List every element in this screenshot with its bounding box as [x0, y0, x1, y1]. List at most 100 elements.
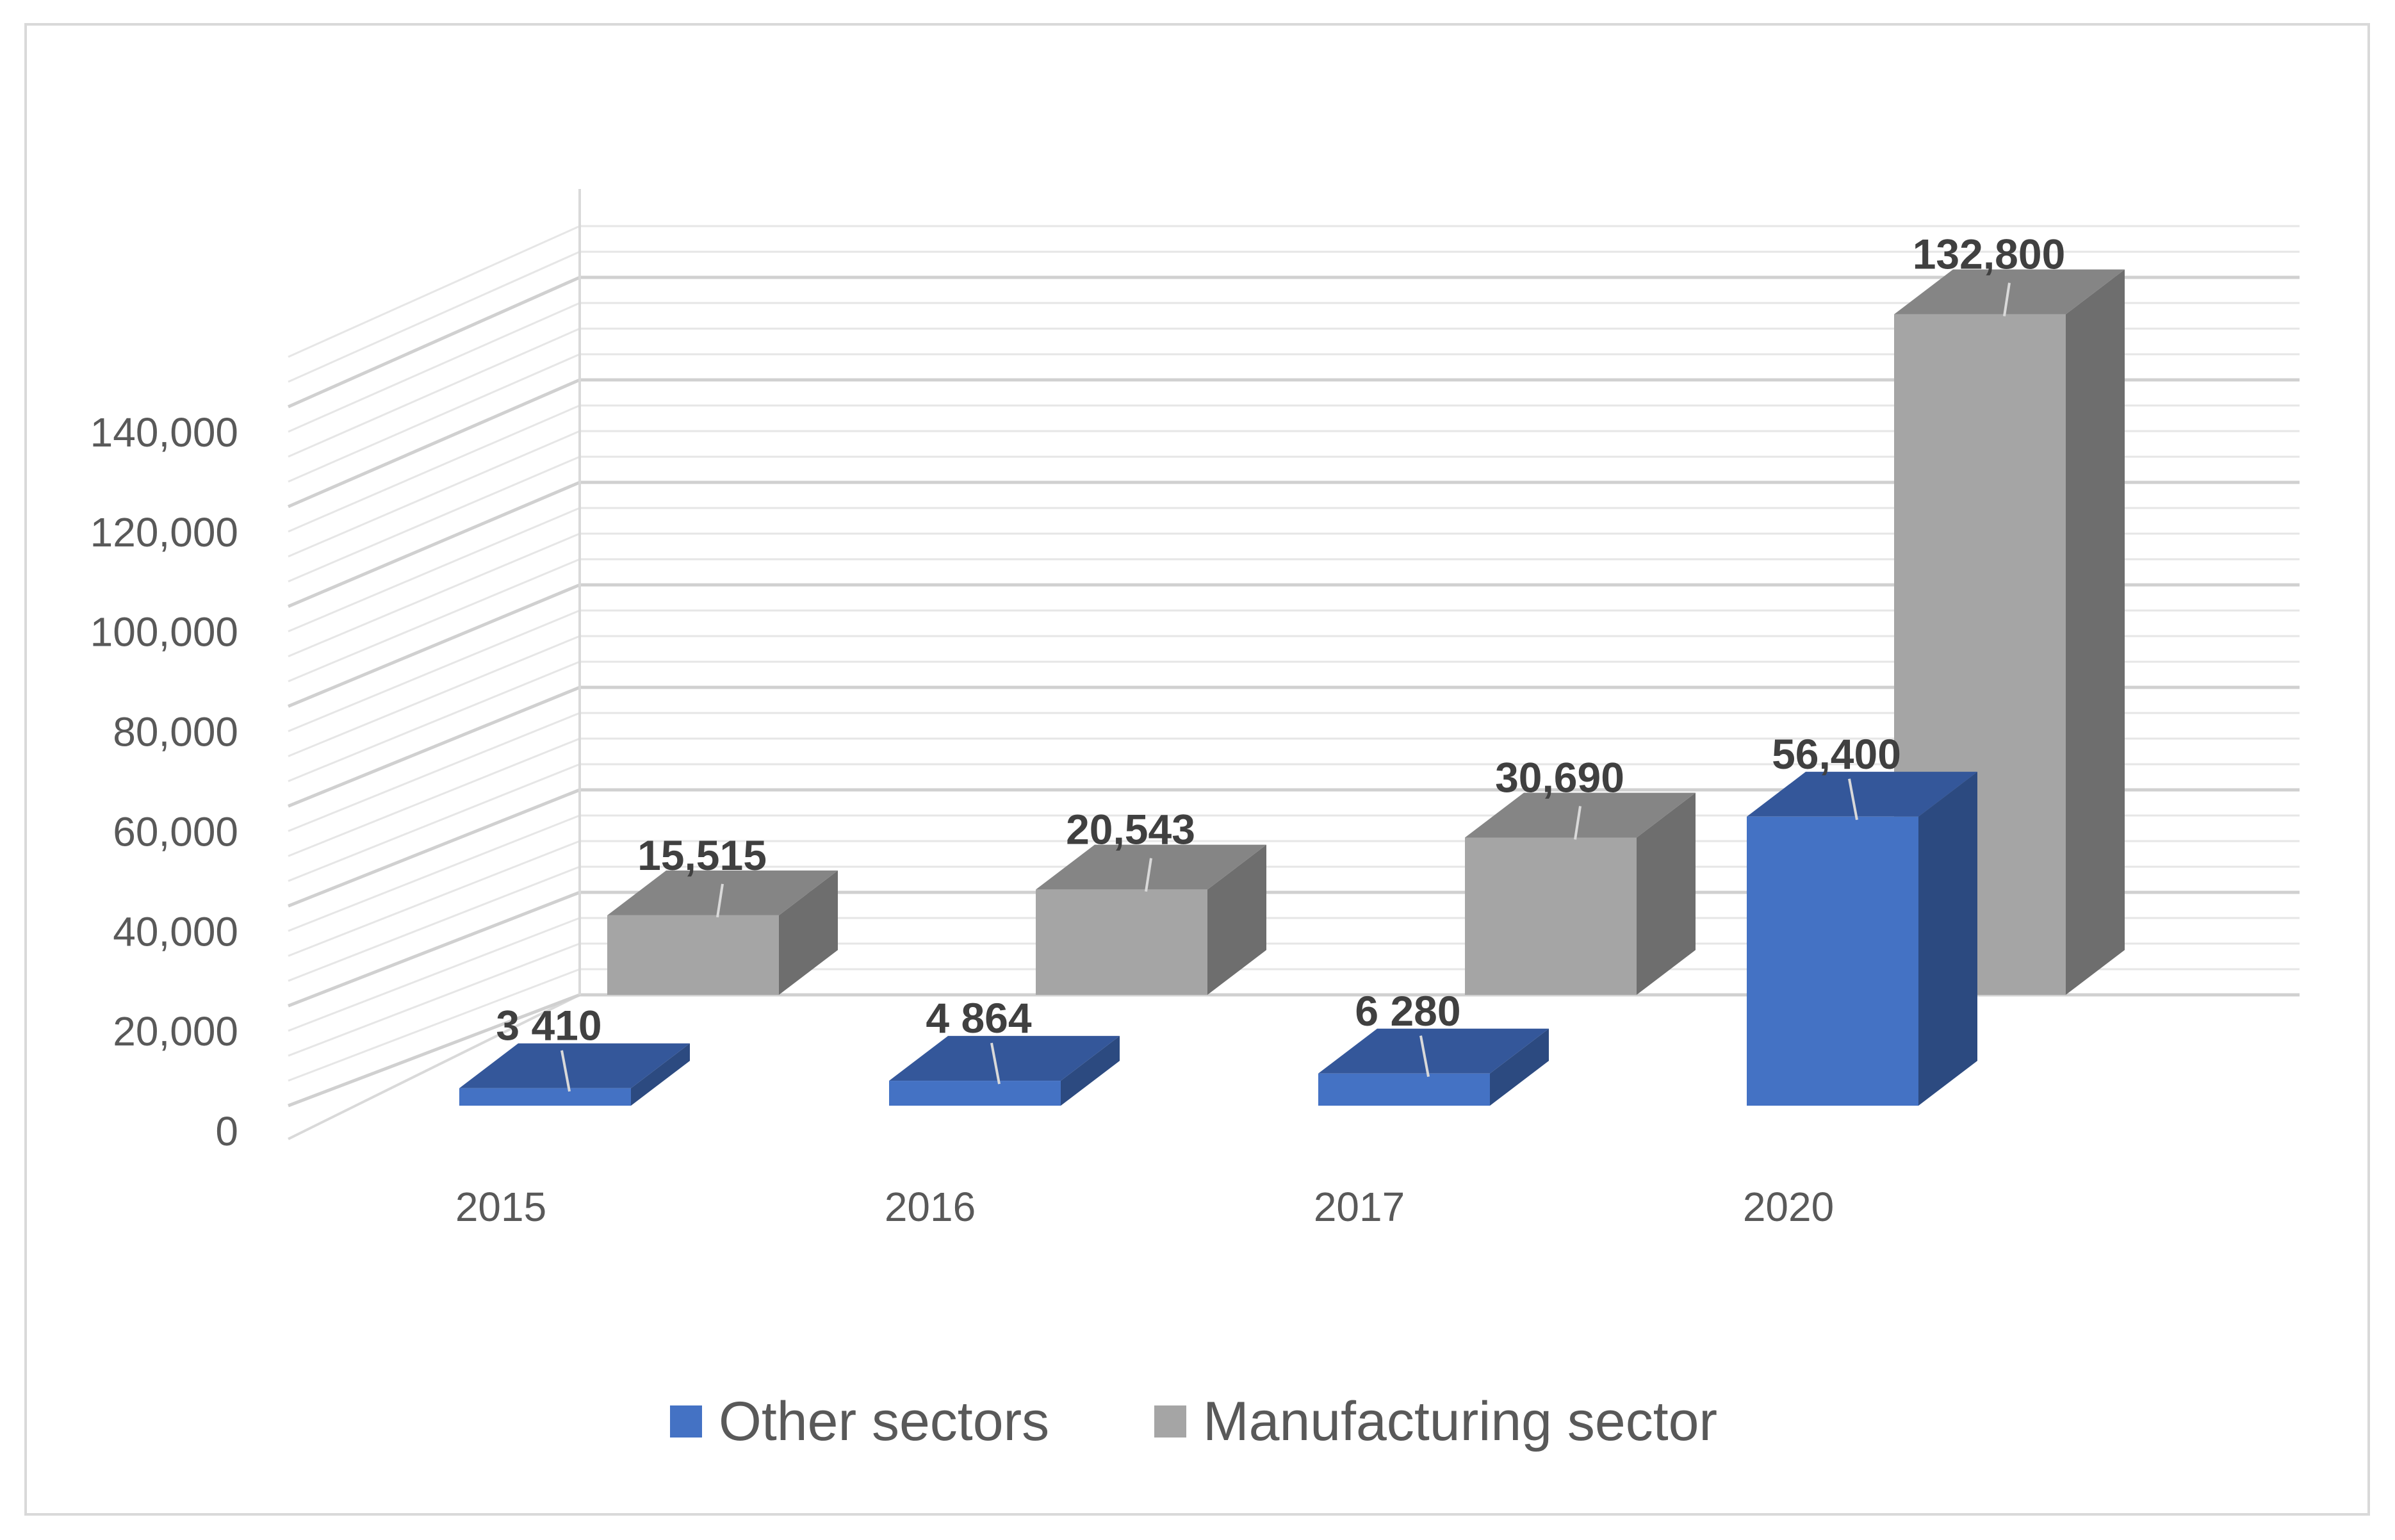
gridline-side: [288, 712, 580, 832]
bar-other-sectors-top: [1747, 771, 1977, 817]
bar-other-sectors-front: [889, 1081, 1061, 1106]
y-tick-label: 140,000: [90, 409, 238, 455]
y-tick-label: 0: [215, 1108, 238, 1154]
gridline-side: [288, 250, 580, 383]
bar-manufacturing-front: [1465, 837, 1637, 995]
x-tick-label: 2020: [1743, 1184, 1834, 1230]
bar-manufacturing-top: [1036, 844, 1266, 890]
data-label-manufacturing: 30,690: [1495, 753, 1624, 801]
gridline-side: [288, 507, 580, 633]
gridline-side: [287, 275, 581, 409]
y-tick-label: 120,000: [90, 509, 238, 555]
gridline-side: [288, 353, 580, 483]
data-labels: 3 410 4 864 6 280 56,400 15,515 20,543 3…: [496, 231, 2065, 1049]
gridline-side: [288, 917, 580, 1032]
bar-manufacturing: [1465, 792, 1696, 995]
leader-line: [990, 1042, 1001, 1085]
gridline-side: [288, 532, 580, 658]
bar-other-sectors-top: [889, 1036, 1120, 1081]
x-tick-label: 2017: [1314, 1184, 1405, 1230]
y-tick-label: 100,000: [90, 609, 238, 655]
gridline-side: [288, 609, 580, 732]
y-tick-label: 60,000: [113, 808, 238, 855]
gridline-side: [288, 737, 580, 857]
gridline-side: [288, 480, 580, 609]
data-label-other-sectors: 56,400: [1772, 730, 1901, 778]
bar-other-sectors-front: [459, 1088, 631, 1106]
data-label-other-sectors: 6 280: [1355, 987, 1460, 1035]
bar-manufacturing-front: [607, 915, 779, 995]
legend-label-manufacturing: Manufacturing sector: [1203, 1391, 1717, 1452]
bar-manufacturing-top: [607, 870, 838, 915]
y-tick-label: 80,000: [113, 709, 238, 755]
gridline-side: [288, 660, 580, 782]
gridline-side: [288, 327, 580, 458]
leader-line: [560, 1050, 571, 1092]
bar-manufacturing-top: [1465, 792, 1696, 838]
y-axis-ticks: 0 20,000 40,000 60,000 80,000 100,000 12…: [90, 409, 238, 1154]
gridline-side: [288, 558, 580, 682]
leader-line: [2003, 283, 2011, 316]
bar-manufacturing-front: [1036, 889, 1207, 995]
bar-other-sectors: [459, 1043, 690, 1106]
data-label-other-sectors: 3 410: [496, 1002, 601, 1049]
leader-line: [1419, 1035, 1430, 1077]
bar-manufacturing-top: [1894, 269, 2125, 315]
gridline-side: [288, 430, 580, 558]
floor-edge-line: [288, 994, 580, 1140]
y-tick-label: 40,000: [113, 908, 238, 954]
bar-other-sectors: [1318, 1028, 1549, 1106]
leader-line: [1848, 778, 1858, 821]
gridline-side: [288, 404, 580, 533]
bar-other-sectors-top: [459, 1043, 690, 1088]
bar-other-sectors-side: [631, 1043, 690, 1106]
gridline-side: [288, 583, 580, 708]
legend: Other sectors Manufacturing sector: [670, 1391, 1717, 1452]
gridline-side: [288, 378, 580, 509]
bar-manufacturing-side: [779, 870, 838, 995]
legend-swatch-manufacturing: [1154, 1405, 1186, 1438]
legend-label-other-sectors: Other sectors: [719, 1391, 1049, 1452]
data-label-manufacturing: 15,515: [637, 831, 767, 879]
bar-manufacturing-side: [1207, 844, 1266, 995]
gridline-side: [288, 788, 580, 908]
bar-manufacturing: [607, 870, 838, 995]
bar-manufacturing-side: [2066, 269, 2125, 995]
gridline-side: [288, 763, 580, 882]
gridline-side: [288, 942, 580, 1057]
gridline-side: [288, 455, 580, 583]
gridline-side: [288, 890, 580, 1008]
bar-other-sectors-side: [1490, 1028, 1549, 1106]
data-label-manufacturing: 20,543: [1066, 806, 1195, 853]
bar-other-sectors-front: [1747, 816, 1918, 1106]
other-sectors-series: [459, 771, 1977, 1106]
gridline-side: [288, 225, 580, 358]
gridline-side: [288, 840, 580, 957]
bar-other-sectors: [889, 1036, 1120, 1106]
x-tick-label: 2015: [455, 1184, 546, 1230]
bar-other-sectors-top: [1318, 1028, 1549, 1074]
bar-manufacturing-side: [1637, 792, 1696, 995]
bar-other-sectors-side: [1061, 1036, 1120, 1106]
bar-other-sectors-side: [1918, 771, 1977, 1106]
bar-other-sectors-front: [1318, 1073, 1490, 1106]
leader-line: [716, 883, 724, 918]
gridline-side: [288, 635, 580, 757]
gridline-side: [288, 968, 580, 1082]
gridline-side: [288, 865, 580, 982]
data-label-other-sectors: 4 864: [926, 994, 1031, 1042]
data-label-manufacturing: 132,800: [1913, 231, 2066, 278]
gridline-side: [288, 685, 580, 808]
gridline-side: [288, 302, 580, 433]
gridline-side: [288, 814, 580, 932]
y-tick-label: 20,000: [113, 1008, 238, 1054]
x-tick-label: 2016: [885, 1184, 976, 1230]
leader-line: [1574, 806, 1582, 840]
leader-line: [1145, 858, 1152, 892]
gridline-side: [288, 993, 580, 1108]
x-axis-ticks: 2015 2016 2017 2020: [455, 1184, 1834, 1230]
legend-swatch-other-sectors: [670, 1405, 702, 1438]
bar-other-sectors: [1747, 771, 1977, 1106]
bar-manufacturing: [1036, 844, 1266, 995]
